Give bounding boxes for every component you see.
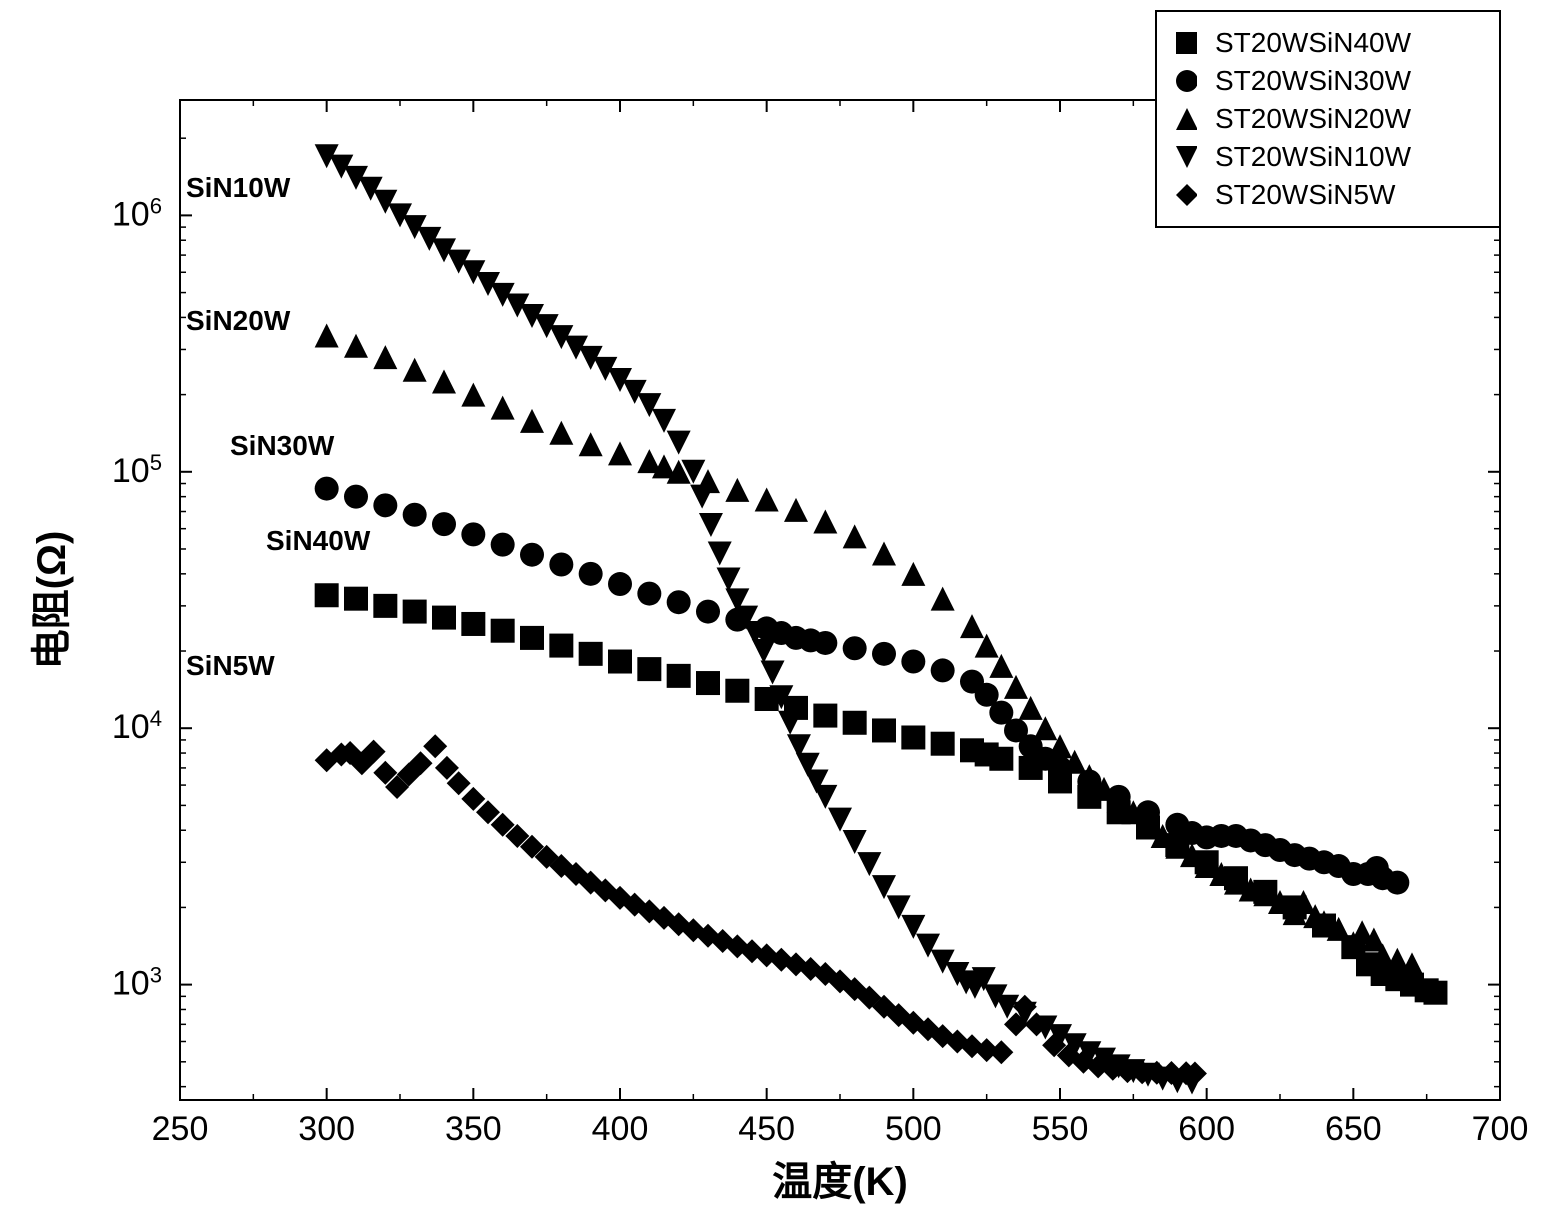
- square-icon: [1173, 31, 1197, 55]
- svg-text:500: 500: [885, 1110, 942, 1148]
- legend-item: ST20WSiN40W: [1173, 24, 1483, 62]
- svg-text:103: 103: [112, 962, 162, 1003]
- svg-text:450: 450: [738, 1110, 795, 1148]
- legend-item: ST20WSiN30W: [1173, 62, 1483, 100]
- series-SiN5W: [315, 734, 1207, 1085]
- svg-text:105: 105: [112, 449, 162, 490]
- svg-text:350: 350: [445, 1110, 502, 1148]
- tri-down-icon: [1173, 145, 1197, 169]
- legend-label: ST20WSiN30W: [1215, 65, 1411, 97]
- svg-text:250: 250: [152, 1110, 209, 1148]
- series-SiN20W: [315, 324, 1424, 977]
- legend-label: ST20WSiN20W: [1215, 103, 1411, 135]
- svg-text:电阻(Ω): 电阻(Ω): [30, 531, 74, 670]
- legend-label: ST20WSiN10W: [1215, 141, 1411, 173]
- legend-item: ST20WSiN10W: [1173, 138, 1483, 176]
- svg-text:700: 700: [1472, 1110, 1529, 1148]
- svg-text:550: 550: [1032, 1110, 1089, 1148]
- series-label: SiN10W: [186, 172, 291, 203]
- series-label: SiN30W: [230, 430, 335, 461]
- svg-text:600: 600: [1178, 1110, 1235, 1148]
- svg-text:650: 650: [1325, 1110, 1382, 1148]
- svg-text:400: 400: [592, 1110, 649, 1148]
- tri-up-icon: [1173, 107, 1197, 131]
- svg-text:温度(K): 温度(K): [772, 1160, 908, 1204]
- legend-item: ST20WSiN20W: [1173, 100, 1483, 138]
- legend-item: ST20WSiN5W: [1173, 176, 1483, 214]
- series-label: SiN40W: [266, 525, 371, 556]
- svg-text:106: 106: [112, 193, 162, 234]
- series-label: SiN5W: [186, 650, 275, 681]
- legend-label: ST20WSiN5W: [1215, 179, 1395, 211]
- series-label: SiN20W: [186, 305, 291, 336]
- legend-label: ST20WSiN40W: [1215, 27, 1411, 59]
- circle-icon: [1173, 69, 1197, 93]
- legend-box: ST20WSiN40W ST20WSiN30W ST20WSiN20W ST20WSi…: [1155, 10, 1501, 228]
- svg-text:300: 300: [298, 1110, 355, 1148]
- diamond-icon: [1173, 183, 1197, 207]
- svg-text:104: 104: [112, 706, 162, 747]
- chart-container: 250 300 350 400 450 500 550 600 650 700 103 104 105 1…: [0, 0, 1557, 1228]
